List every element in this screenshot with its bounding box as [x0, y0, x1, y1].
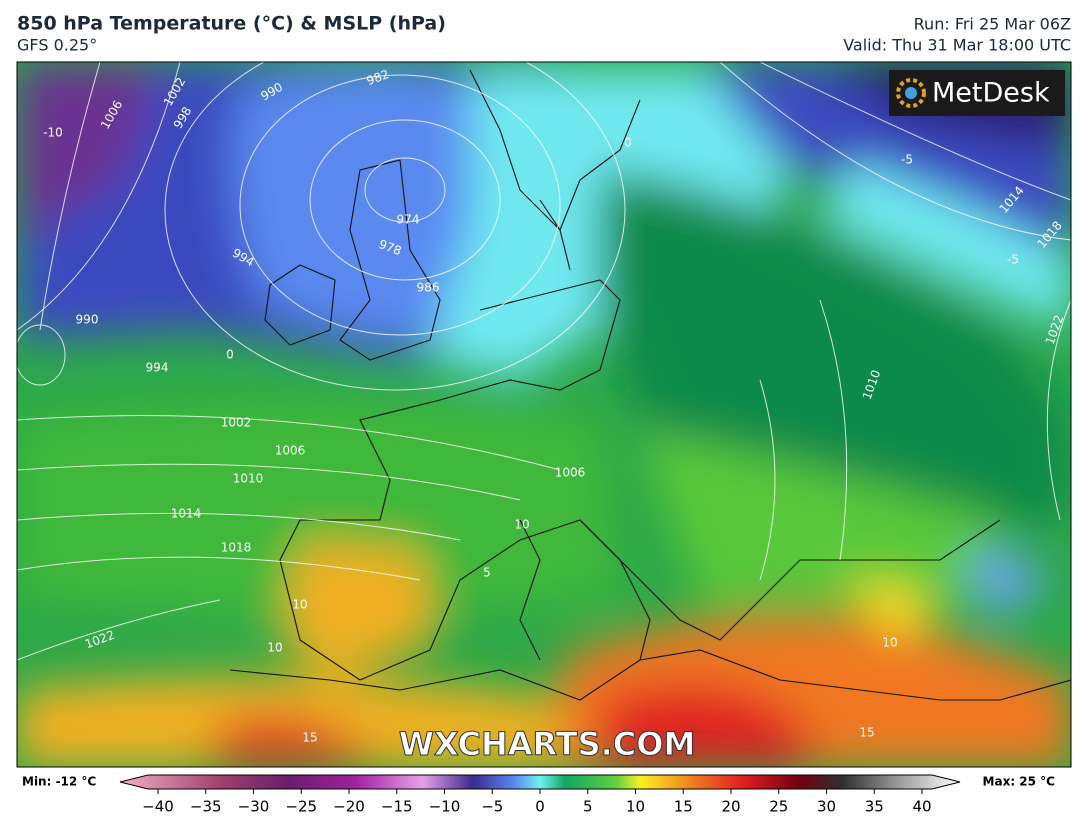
- logo: MetDesk: [932, 78, 1050, 109]
- contour-label: -5: [901, 153, 913, 167]
- colorbar-tick-label: 35: [865, 798, 884, 816]
- contour-label: 986: [417, 281, 440, 295]
- watermark: WXCHARTS.COM: [399, 725, 696, 763]
- contour-label: 990: [76, 313, 99, 327]
- contour-label: 15: [859, 726, 874, 740]
- colorbar-tick-label: 25: [769, 798, 788, 816]
- colorbar-tick-label: 30: [817, 798, 836, 816]
- colorbar-tick-label: 15: [674, 798, 693, 816]
- colorbar-tick-label: 5: [583, 798, 593, 816]
- colorbar-tick-label: −15: [381, 798, 413, 816]
- title: 850 hPa Temperature (°C) & MSLP (hPa): [17, 13, 446, 35]
- contour-label: 1014: [171, 507, 202, 521]
- colorbar-tick-label: −20: [333, 798, 365, 816]
- contour-label: 10: [514, 518, 529, 532]
- map: 1006100299899098297497898699499099410021…: [17, 62, 1071, 767]
- model: GFS 0.25°: [17, 36, 97, 55]
- logo-icon: [896, 78, 926, 108]
- map-frame: [16, 61, 1072, 768]
- run-time: Run: Fri 25 Mar 06Z: [914, 15, 1071, 34]
- min-label: Min: -12 °C: [22, 775, 96, 789]
- colorbar-tick-label: −10: [429, 798, 461, 816]
- colorbar-tick-label: −5: [481, 798, 503, 816]
- contour-label: 994: [146, 361, 169, 375]
- colorbar-tick-label: 10: [626, 798, 645, 816]
- contour-label: -10: [43, 126, 63, 140]
- max-label: Max: 25 °C: [983, 775, 1056, 789]
- contour-label: 974: [397, 213, 420, 227]
- colorbar-tick-label: −30: [238, 798, 270, 816]
- logo-box: [889, 70, 1065, 116]
- contour-label: 0: [624, 136, 632, 150]
- contour-label: 1006: [555, 466, 586, 480]
- colorbar-tick-label: 40: [912, 798, 931, 816]
- contour-label: 0: [226, 348, 234, 362]
- contour-label: 1002: [221, 416, 252, 430]
- colorbar-tick-label: −40: [142, 798, 174, 816]
- colorbar-tick-label: −25: [285, 798, 317, 816]
- colorbar-tick-label: −35: [190, 798, 222, 816]
- contour-label: 10: [882, 636, 897, 650]
- contour-label: 15: [302, 731, 317, 745]
- contour-label: -5: [1007, 253, 1019, 267]
- colorbar-tick-label: 0: [535, 798, 545, 816]
- contour-label: 1018: [221, 541, 252, 555]
- colorbar-tick-label: 20: [721, 798, 740, 816]
- valid-time: Valid: Thu 31 Mar 18:00 UTC: [843, 36, 1071, 55]
- contour-label: 10: [292, 598, 307, 612]
- contour-label: 5: [483, 566, 491, 580]
- colorbar: [119, 774, 961, 790]
- contour-label: 10: [267, 641, 282, 655]
- contour-label: 1010: [233, 472, 264, 486]
- contour-label: 1006: [275, 444, 306, 458]
